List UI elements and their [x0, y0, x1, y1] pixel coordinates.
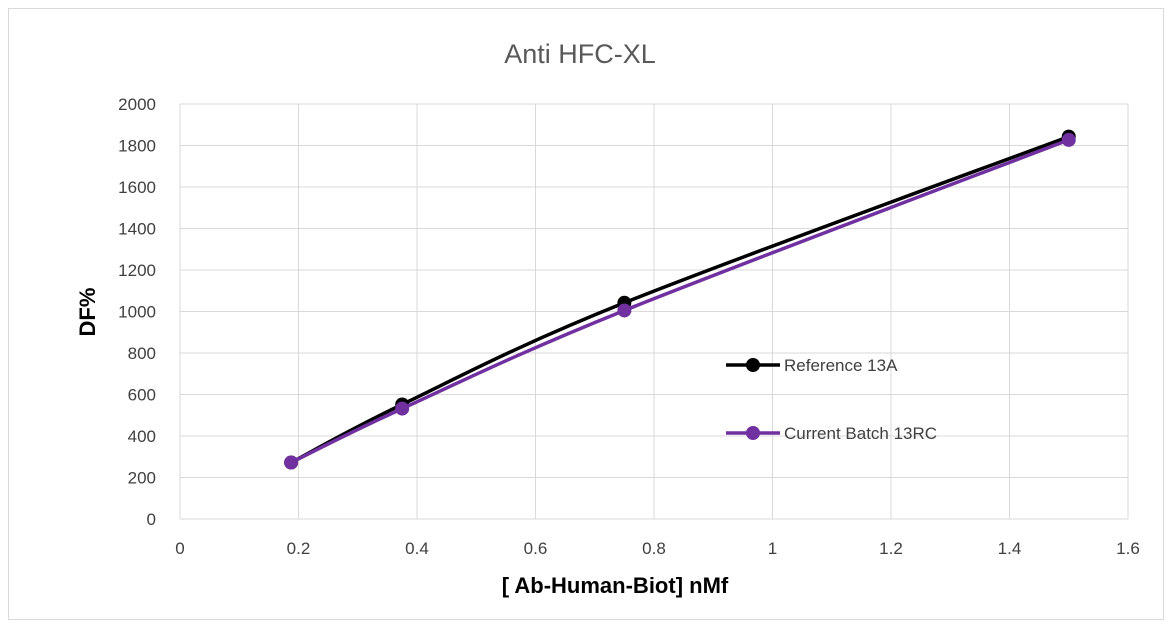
y-tick-label: 1600: [118, 178, 156, 197]
x-tick-labels: 0 0.2 0.4 0.6 0.8 1 1.2 1.4 1.6: [175, 539, 1140, 558]
x-tick-label: 1: [768, 539, 777, 558]
data-point: [617, 303, 632, 318]
legend-entry: Reference 13A: [726, 356, 898, 375]
y-tick-label: 200: [128, 469, 156, 488]
legend-label: Current Batch 13RC: [784, 424, 937, 443]
x-tick-label: 1.2: [879, 539, 903, 558]
data-point: [284, 455, 299, 470]
data-point: [395, 401, 410, 416]
y-tick-labels: 0 200 400 600 800 1000 1200 1400 1600 1800 2000: [118, 95, 156, 529]
y-tick-label: 1200: [118, 261, 156, 280]
y-tick-label: 800: [128, 344, 156, 363]
y-tick-label: 1000: [118, 303, 156, 322]
x-tick-label: 0.8: [642, 539, 666, 558]
x-tick-label: 0.4: [405, 539, 429, 558]
legend-marker: [746, 426, 760, 440]
legend-entry: Current Batch 13RC: [726, 424, 937, 443]
chart-area: [8, 8, 1164, 620]
series-line: [289, 138, 1071, 465]
y-tick-label: 1400: [118, 220, 156, 239]
y-tick-label: 600: [128, 386, 156, 405]
y-tick-label: 400: [128, 427, 156, 446]
x-tick-label: 1.6: [1116, 539, 1140, 558]
series-line: [289, 134, 1071, 465]
legend-label: Reference 13A: [784, 356, 898, 375]
x-tick-label: 0.2: [287, 539, 311, 558]
data-point: [1061, 132, 1076, 147]
x-gridlines: [179, 104, 1129, 519]
x-axis-label: [ Ab-Human-Biot] nMf: [502, 573, 729, 598]
series-layer: [284, 129, 1076, 470]
y-tick-label: 0: [147, 510, 156, 529]
chart-title: Anti HFC-XL: [504, 39, 656, 69]
y-axis-label: DF%: [75, 288, 100, 337]
x-tick-label: 0.6: [524, 539, 548, 558]
y-tick-label: 1800: [118, 137, 156, 156]
y-tick-label: 2000: [118, 95, 156, 114]
series-current-batch: [284, 132, 1076, 470]
legend-marker: [746, 358, 760, 372]
x-tick-label: 1.4: [998, 539, 1022, 558]
x-tick-label: 0: [175, 539, 184, 558]
legend: Reference 13A Current Batch 13RC: [726, 356, 937, 443]
